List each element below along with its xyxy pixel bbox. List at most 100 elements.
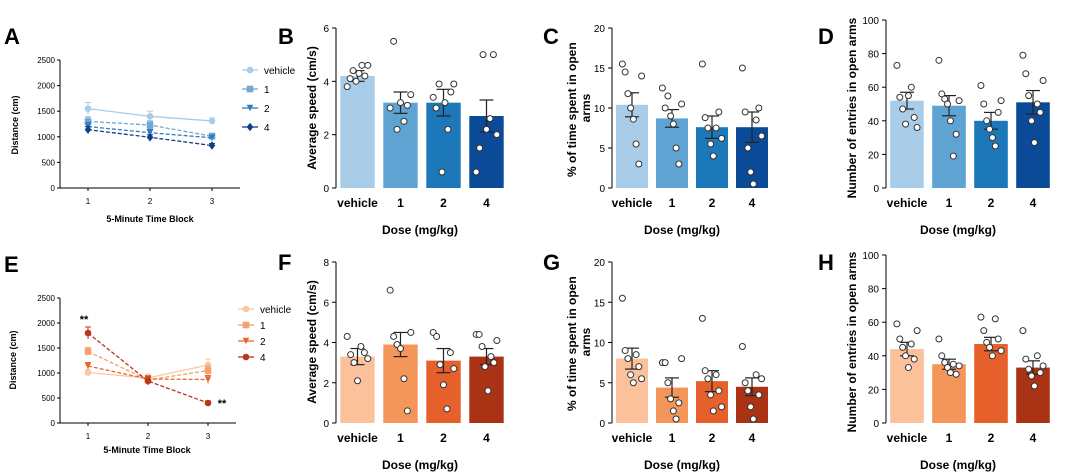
chart-f-ytick-label: 2	[323, 379, 329, 390]
chart-g-point	[716, 388, 722, 394]
chart-e-legend-label: 2	[260, 337, 266, 348]
chart-b-category-label: 4	[483, 196, 490, 210]
chart-b-ytick-label: 6	[323, 24, 329, 35]
chart-c-point	[668, 113, 674, 119]
chart-h-category-label: vehicle	[887, 431, 928, 445]
chart-d-point	[903, 121, 909, 127]
chart-e-ytick-label: 2500	[37, 294, 55, 303]
chart-e-legend-marker	[243, 354, 250, 361]
chart-e-significance: **	[80, 314, 89, 326]
chart-h-point	[911, 356, 917, 362]
chart-g-point	[759, 376, 765, 382]
chart-h-xlabel: Dose (mg/kg)	[920, 458, 996, 472]
chart-f-point	[447, 350, 453, 356]
chart-b-point	[359, 62, 365, 68]
chart-a-ytick-label: 2000	[37, 82, 55, 91]
chart-d-point	[894, 62, 900, 68]
chart-b-point	[350, 68, 356, 74]
chart-f-point	[351, 360, 357, 366]
chart-h-point	[1040, 363, 1046, 369]
chart-g-point	[705, 376, 711, 382]
chart-g-category-label: 1	[669, 431, 676, 445]
chart-e-point	[145, 378, 152, 385]
chart-f-point	[437, 362, 443, 368]
chart-h-category-label: 1	[946, 431, 953, 445]
chart-e-point	[85, 330, 92, 337]
chart-g-category-label: 2	[709, 431, 716, 445]
chart-g-category-label: 4	[749, 431, 756, 445]
chart-f-category-label: 1	[397, 431, 404, 445]
panel-a: A Distance (cm) 5-Minute Time Block 0 500…	[4, 24, 296, 224]
chart-d-point	[978, 83, 984, 89]
chart-h-point	[903, 353, 909, 359]
chart-f-point	[361, 350, 367, 356]
panel-c: C % of time spent in open arms Dose (mg/…	[543, 24, 768, 237]
chart-h-point	[1034, 353, 1040, 359]
chart-a-ylabel: Distance (cm)	[10, 95, 20, 154]
chart-h-point	[992, 316, 998, 322]
chart-a-legend-label: 1	[264, 85, 270, 96]
chart-g-point	[662, 360, 668, 366]
chart-d-point	[1020, 52, 1026, 58]
chart-a-ytick-label: 2500	[37, 56, 55, 65]
chart-a-legend-label: 2	[264, 104, 270, 115]
chart-f-point	[441, 382, 447, 388]
chart-d-ytick-label: 20	[868, 150, 880, 161]
chart-f-ytick-label: 8	[323, 258, 329, 269]
chart-a-xtick-label: 3	[210, 197, 215, 206]
chart-d-category-label: vehicle	[887, 196, 928, 210]
chart-d-category-label: 2	[988, 196, 995, 210]
chart-d-xlabel: Dose (mg/kg)	[920, 223, 996, 237]
chart-c-ylabel-line2: arms	[579, 93, 593, 122]
chart-d-category-label: 4	[1030, 196, 1037, 210]
chart-e-xtick-label: 1	[86, 432, 91, 441]
chart-a-legend-label: vehicle	[264, 66, 296, 77]
chart-d-point	[1026, 93, 1032, 99]
chart-c-point	[625, 91, 631, 97]
chart-d-ytick-label: 0	[873, 184, 879, 195]
chart-d-point	[953, 131, 959, 137]
chart-a-legend-label: 4	[264, 123, 270, 134]
chart-e-ytick-label: 0	[51, 419, 56, 428]
chart-b-point	[387, 105, 393, 111]
chart-c-bar	[656, 118, 688, 188]
chart-g-xlabel: Dose (mg/kg)	[644, 458, 720, 472]
chart-c-point	[636, 161, 642, 167]
chart-g-ytick-label: 15	[594, 298, 606, 309]
chart-b-ytick-label: 4	[323, 77, 329, 88]
chart-h-point	[950, 361, 956, 367]
chart-f-point	[387, 287, 393, 293]
chart-e-ylabel: Distance (cm)	[8, 330, 18, 389]
chart-h-point	[987, 344, 993, 350]
chart-g-point	[670, 408, 676, 414]
chart-g-point	[753, 372, 759, 378]
chart-h-point	[978, 314, 984, 320]
chart-a-ytick-label: 1000	[37, 133, 55, 142]
chart-d-point	[995, 109, 1001, 115]
chart-b-point	[430, 94, 436, 100]
chart-b-point	[439, 169, 445, 175]
chart-e-point	[85, 369, 92, 376]
chart-d-plot: 020406080100vehicle 1 2 4	[862, 16, 1049, 210]
chart-d-ytick-label: 60	[868, 83, 880, 94]
chart-g-point	[710, 408, 716, 414]
chart-f-point	[358, 344, 364, 350]
chart-h-ytick-label: 0	[873, 419, 879, 430]
chart-f-point	[476, 331, 482, 337]
chart-f-point	[485, 388, 491, 394]
chart-c-point	[622, 69, 628, 75]
chart-c-point	[670, 121, 676, 127]
chart-b-point	[480, 52, 486, 58]
chart-c-category-label: 4	[749, 196, 756, 210]
chart-d-point	[945, 101, 951, 107]
chart-g-point	[665, 380, 671, 386]
chart-b-point	[484, 126, 490, 132]
chart-c-point	[742, 109, 748, 115]
chart-c-point	[659, 85, 665, 91]
chart-f-point	[404, 408, 410, 414]
chart-f-point	[491, 360, 497, 366]
chart-c-point	[639, 73, 645, 79]
chart-d-point	[897, 94, 903, 100]
chart-g-point	[676, 400, 682, 406]
chart-e-series-line	[88, 333, 208, 403]
